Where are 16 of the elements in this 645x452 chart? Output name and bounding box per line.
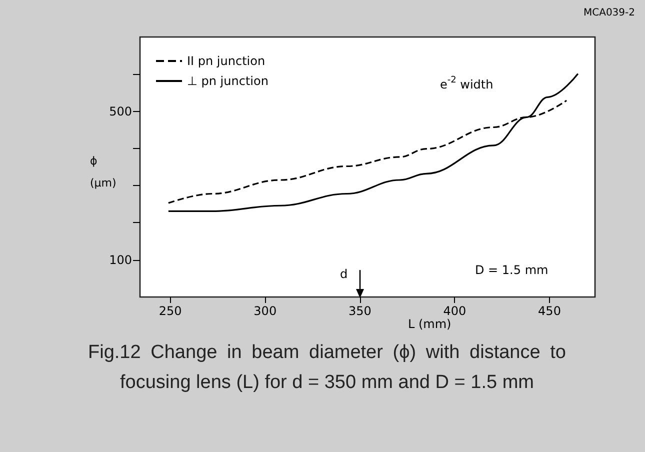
x-tick-label: 350 [348,304,372,318]
x-tick-label: 300 [254,304,277,318]
legend-label: II pn junction [187,54,266,68]
y-tick-label: 100 [109,252,132,267]
y-axis-title: ϕ (μm) [90,154,116,190]
x-tick-label: 450 [538,304,561,318]
y-tick-label: 500 [109,104,132,118]
caption: Fig.12 Change in beam diameter (ϕ) with distance to focusing lens (L) for d = 350 mm and D = 1.5 mm [88,341,566,395]
x-tick-label: 400 [443,304,466,318]
line-series [168,72,579,212]
annotation: D = 1.5 mm [475,263,548,277]
x-axis-title: L (mm) [408,317,452,331]
annotation: d [340,267,348,281]
x-tick-label: 250 [158,304,182,318]
text: MCA039-2 [583,8,636,18]
legend-label: ⊥ pn junction [187,74,268,88]
